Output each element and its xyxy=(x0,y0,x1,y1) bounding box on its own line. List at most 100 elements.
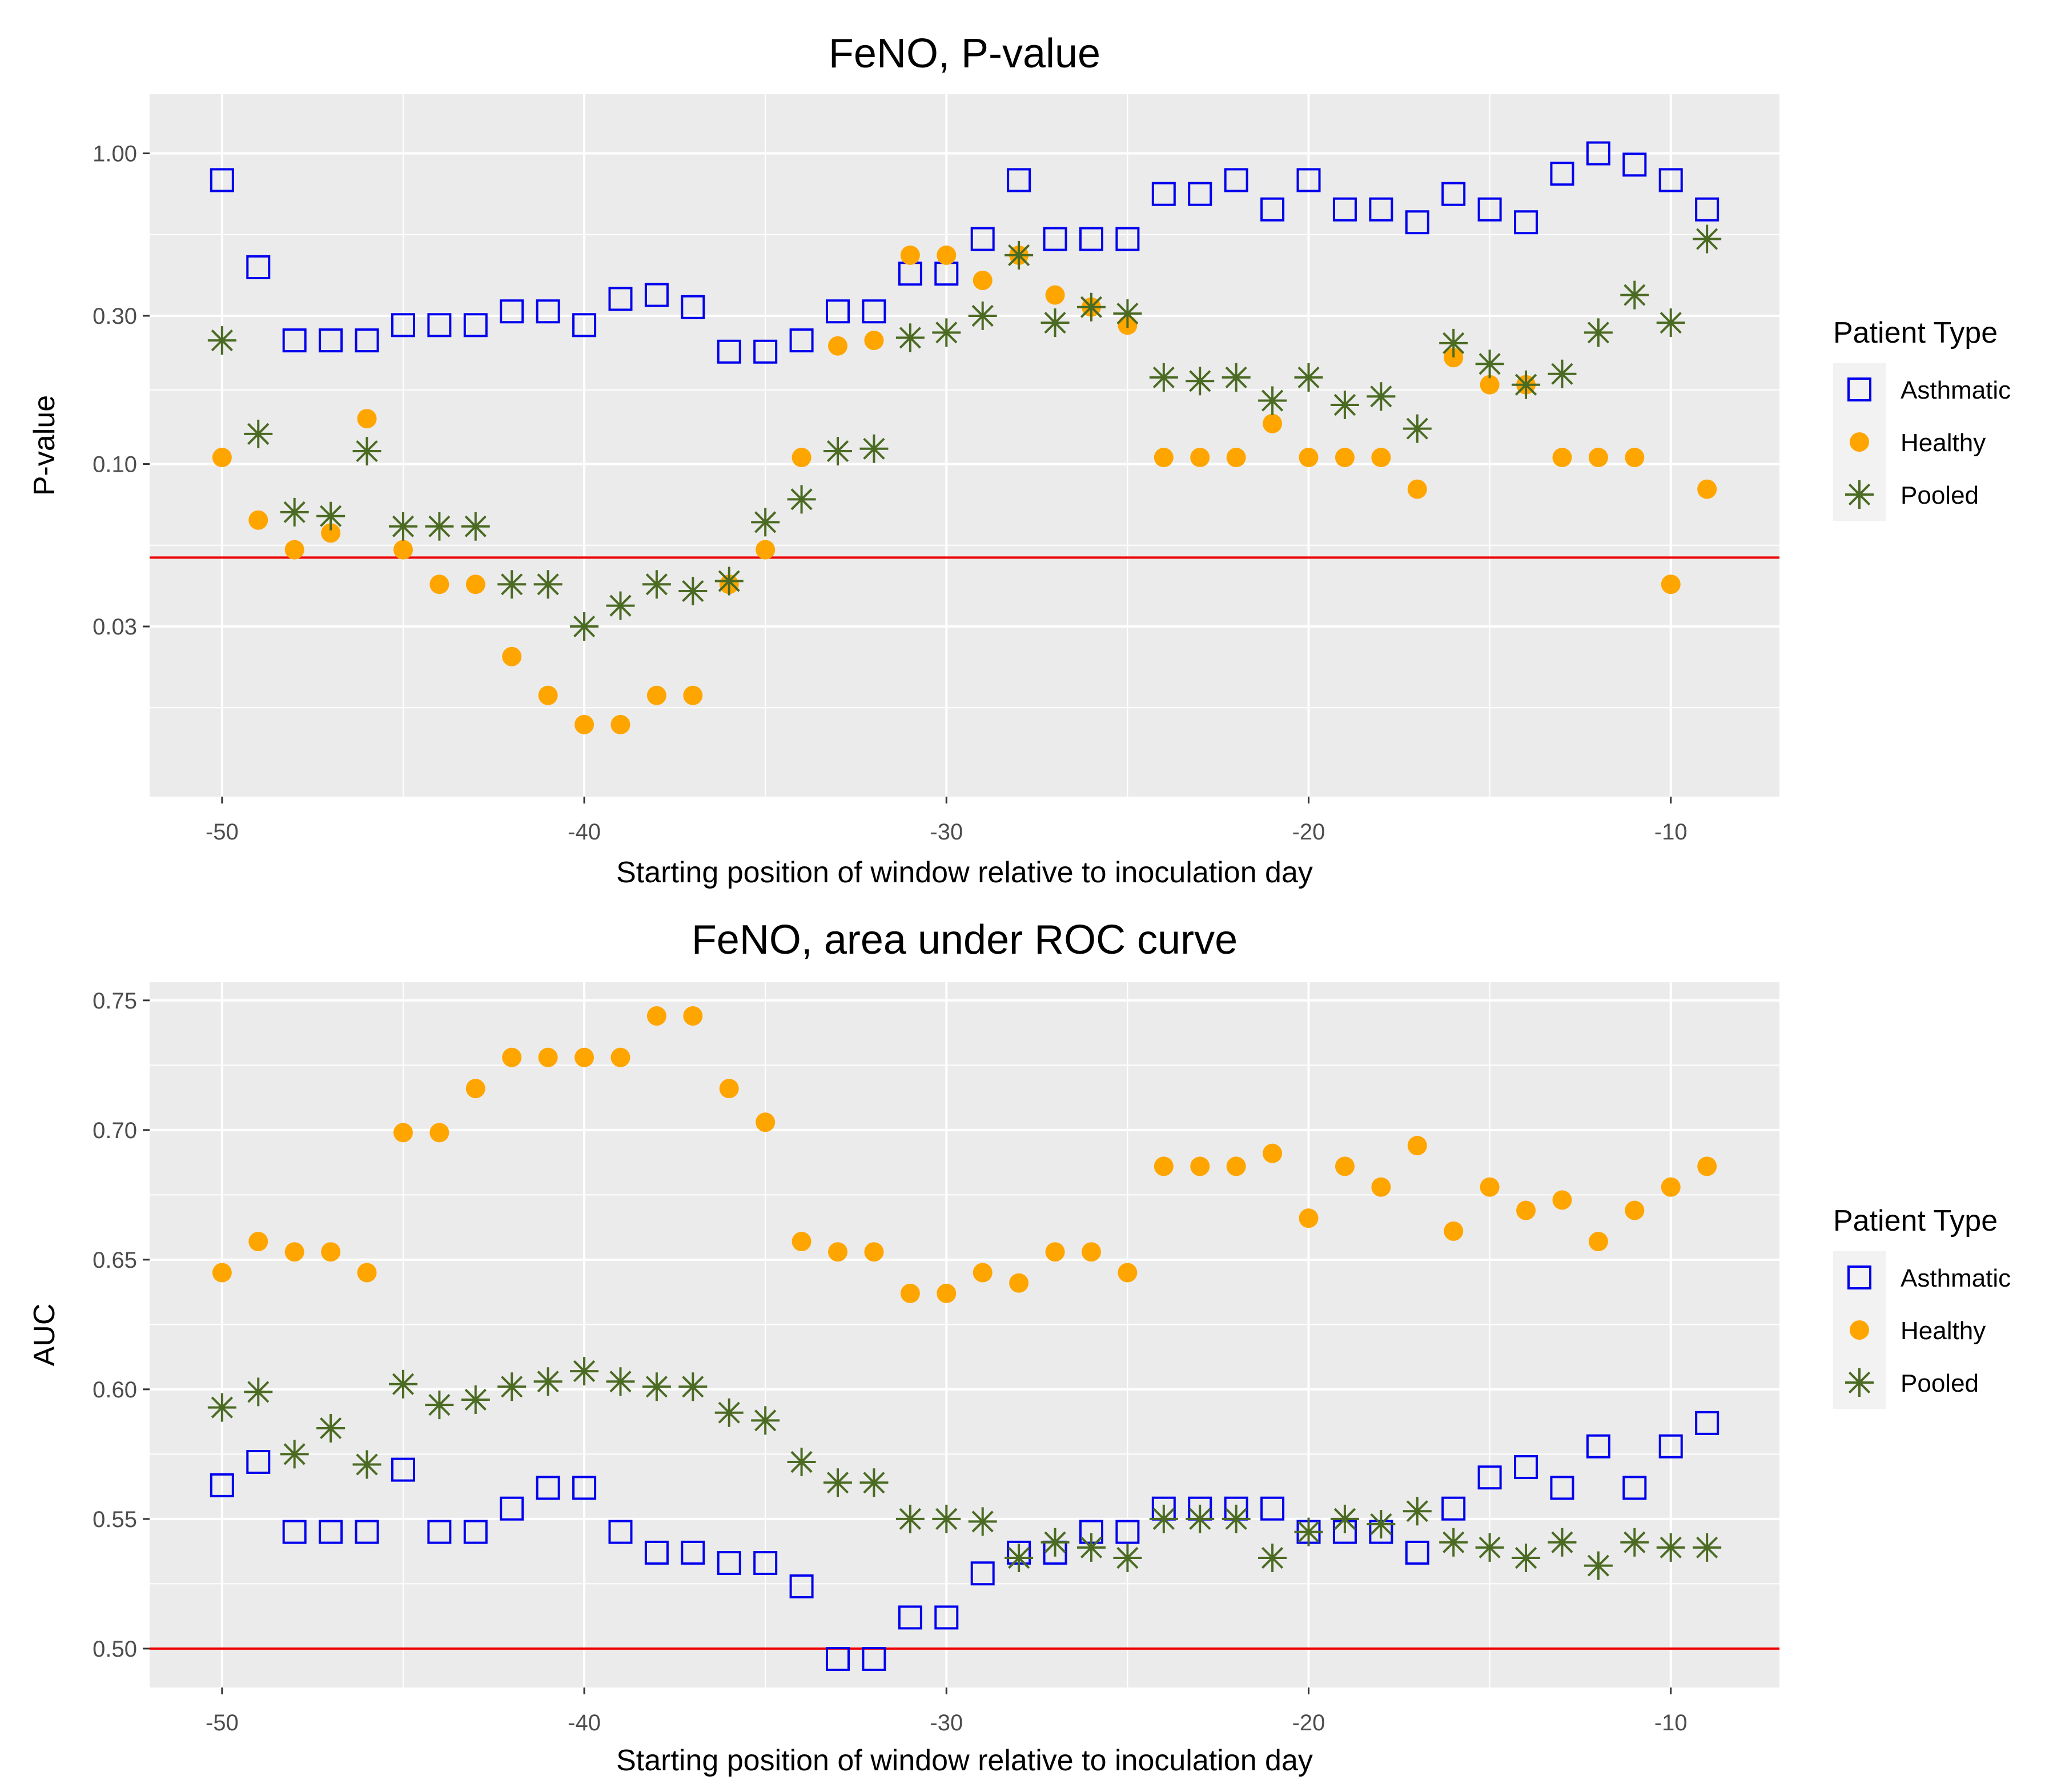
data-point-healthy xyxy=(1263,413,1283,433)
data-point-pooled xyxy=(207,1393,236,1422)
data-point-healthy xyxy=(828,336,848,356)
data-point-healthy xyxy=(864,331,884,351)
data-point-healthy xyxy=(574,714,594,734)
data-point-pooled xyxy=(642,570,671,599)
data-point-pooled xyxy=(1475,349,1504,379)
legend-title: Patient Type xyxy=(1833,1204,1998,1237)
data-point-healthy xyxy=(792,1232,811,1252)
data-point-asthmatic xyxy=(789,328,814,353)
y-tick-label: 0.75 xyxy=(93,989,137,1014)
legend-label-pooled: Pooled xyxy=(1901,481,1979,509)
legend-key-asthmatic xyxy=(1847,377,1871,401)
data-point-healthy xyxy=(1552,1190,1572,1210)
data-point-pooled xyxy=(932,318,961,347)
data-point-healthy xyxy=(1009,1273,1029,1293)
data-point-healthy xyxy=(212,448,232,468)
data-point-pooled xyxy=(1294,1517,1323,1546)
data-point-pooled xyxy=(1330,1504,1359,1533)
data-point-asthmatic xyxy=(1658,1434,1683,1458)
data-point-healthy xyxy=(1588,448,1608,468)
data-point-asthmatic xyxy=(1586,1434,1610,1458)
data-point-pooled xyxy=(461,1385,490,1415)
data-point-pooled xyxy=(751,508,780,537)
data-point-asthmatic xyxy=(1079,227,1103,251)
plot-panel-background xyxy=(150,94,1779,797)
data-point-asthmatic xyxy=(1405,1540,1429,1565)
data-point-healthy xyxy=(900,245,920,265)
data-point-asthmatic xyxy=(681,295,705,319)
data-point-healthy xyxy=(538,685,558,705)
data-point-healthy xyxy=(429,1123,449,1143)
data-point-asthmatic xyxy=(536,299,560,324)
data-point-pooled xyxy=(678,1372,708,1401)
chart-panel-1: -50 -40 -30 -20 -10 0.03 0.10 0.30 1.00 FeNO, P-v… xyxy=(28,31,1779,889)
data-point-pooled xyxy=(425,1391,454,1420)
y-tick-label: 0.10 xyxy=(93,452,137,477)
data-point-pooled xyxy=(895,1504,925,1533)
data-point-pooled xyxy=(1548,1528,1577,1557)
x-axis-label: Starting position of window relative to … xyxy=(616,856,1313,889)
data-point-healthy xyxy=(683,1006,703,1026)
data-point-pooled xyxy=(932,1504,961,1533)
data-point-healthy xyxy=(792,448,811,468)
data-point-pooled xyxy=(388,512,417,541)
data-point-healthy xyxy=(1697,479,1717,499)
data-point-healthy xyxy=(1190,1156,1210,1176)
data-point-pooled xyxy=(968,302,997,331)
data-point-pooled xyxy=(388,1369,417,1399)
data-point-healthy xyxy=(1263,1143,1283,1163)
data-point-healthy xyxy=(1154,448,1174,468)
x-axis-label: Starting position of window relative to … xyxy=(616,1744,1313,1777)
y-tick-label: 0.65 xyxy=(93,1248,137,1273)
x-tick-label: -10 xyxy=(1654,1710,1688,1735)
data-point-healthy xyxy=(1154,1156,1174,1176)
data-point-asthmatic xyxy=(753,1551,778,1576)
data-point-asthmatic xyxy=(536,1476,560,1500)
x-tick-label: -40 xyxy=(568,819,601,845)
data-point-healthy xyxy=(1045,1242,1065,1262)
data-point-healthy xyxy=(538,1047,558,1067)
data-point-healthy xyxy=(937,245,957,265)
data-point-pooled xyxy=(1584,318,1613,347)
data-point-pooled xyxy=(1222,1504,1251,1533)
data-point-asthmatic xyxy=(717,339,741,364)
data-point-asthmatic xyxy=(355,328,379,353)
y-tick-label: 0.60 xyxy=(93,1377,137,1403)
data-point-asthmatic xyxy=(210,1473,234,1497)
data-point-pooled xyxy=(1367,1509,1396,1538)
data-point-asthmatic xyxy=(1260,1496,1285,1521)
y-tick-label: 0.03 xyxy=(93,614,137,640)
data-point-asthmatic xyxy=(608,1520,633,1544)
data-point-healthy xyxy=(1444,1221,1464,1241)
data-point-pooled xyxy=(787,1447,816,1476)
data-point-healthy xyxy=(1625,448,1645,468)
data-point-asthmatic xyxy=(500,1496,524,1521)
data-point-pooled xyxy=(316,1413,345,1443)
y-axis-label: AUC xyxy=(28,1304,61,1367)
data-point-healthy xyxy=(864,1242,884,1262)
data-point-healthy xyxy=(1661,1177,1681,1197)
data-point-asthmatic xyxy=(355,1520,379,1544)
data-point-healthy xyxy=(1190,448,1210,468)
data-point-healthy xyxy=(502,646,522,666)
data-point-asthmatic xyxy=(1369,197,1393,222)
legend-label-asthmatic: Asthmatic xyxy=(1901,1264,2011,1292)
data-point-healthy xyxy=(1625,1200,1645,1220)
data-point-pooled xyxy=(316,501,345,531)
data-point-healthy xyxy=(1480,375,1500,395)
data-point-pooled xyxy=(1076,1533,1106,1562)
data-point-pooled xyxy=(823,437,853,466)
legend-key-pooled xyxy=(1845,480,1874,509)
data-point-pooled xyxy=(1548,359,1577,388)
data-point-healthy xyxy=(1299,448,1319,468)
data-point-pooled xyxy=(244,1377,273,1407)
legend-label-pooled: Pooled xyxy=(1901,1369,1979,1397)
data-point-healthy xyxy=(1661,574,1681,594)
x-tick-label: -20 xyxy=(1292,1710,1325,1735)
series-pooled xyxy=(207,224,1722,641)
data-point-pooled xyxy=(1113,299,1142,328)
data-point-asthmatic xyxy=(1043,227,1067,251)
data-point-pooled xyxy=(859,1468,889,1497)
data-point-asthmatic xyxy=(681,1540,705,1565)
data-point-healthy xyxy=(1371,1177,1391,1197)
